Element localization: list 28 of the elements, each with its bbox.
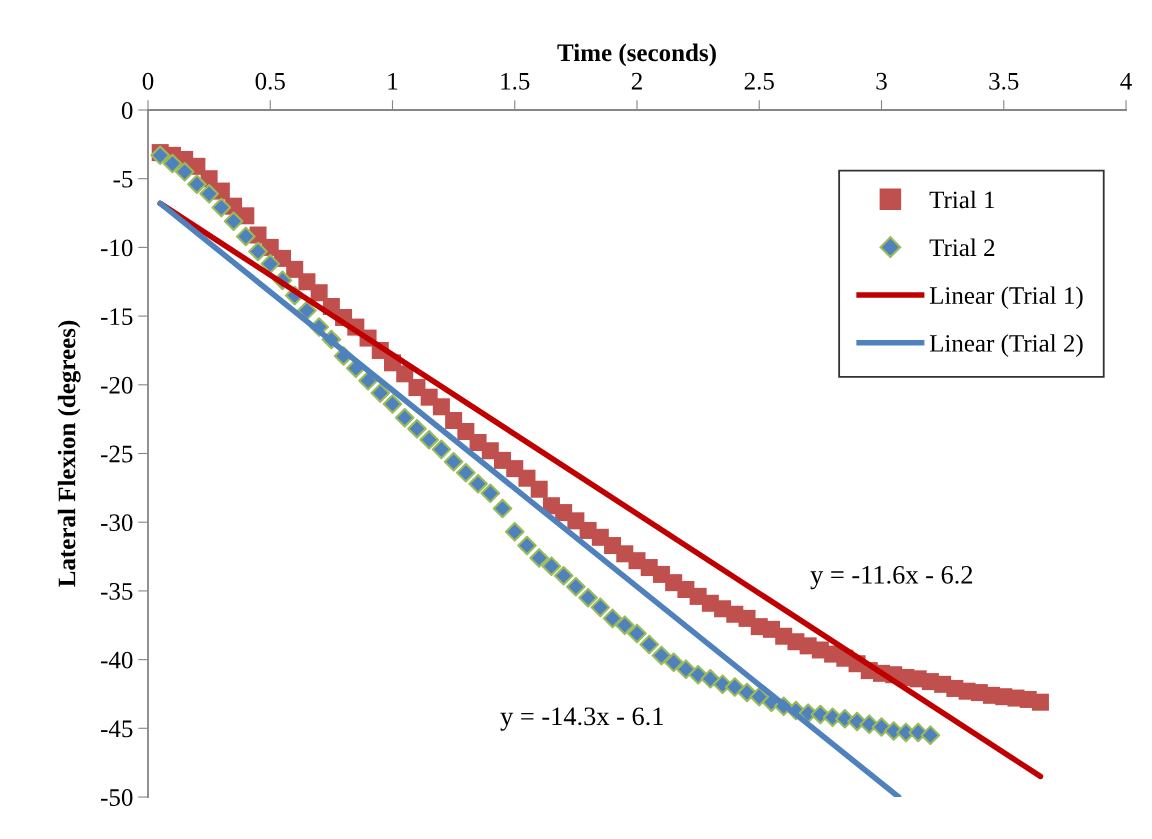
x-tick-label: 2.5 — [744, 72, 774, 90]
x-tick-label: 2 — [631, 72, 642, 90]
x-tick-label: 3.5 — [989, 72, 1019, 90]
annotation: y = -14.3x - 6.1 — [500, 707, 663, 731]
legend-label: Trial 1 — [929, 190, 995, 209]
legend-label: Linear (Trial 2) — [929, 334, 1083, 357]
x-tick-label: 1 — [388, 72, 398, 90]
y-tick-label: -40 — [101, 651, 133, 669]
x-tick-label: 4 — [1120, 72, 1132, 90]
y-tick-label: -25 — [101, 445, 133, 463]
y-tick-label: -10 — [101, 239, 133, 257]
annotation: y = -11.6x - 6.2 — [810, 565, 973, 590]
x-tick-label: 3 — [876, 72, 887, 90]
y-tick-label: -35 — [101, 583, 133, 600]
legend-label: Trial 2 — [929, 238, 995, 257]
y-tick-label: -15 — [101, 308, 133, 326]
y-axis-title: Lateral Flexion (degrees) — [57, 320, 81, 587]
y-tick-label: -20 — [101, 376, 133, 394]
y-tick-label: -45 — [101, 720, 133, 738]
legend-label: Linear (Trial 1) — [929, 286, 1083, 310]
y-tick-label: -30 — [101, 514, 133, 532]
y-tick-label: -50 — [101, 789, 133, 806]
x-tick-label: 1.5 — [501, 72, 530, 90]
x-tick-label: 0.5 — [255, 72, 285, 90]
y-tick-label: -5 — [113, 171, 133, 188]
y-tick-label: 0 — [121, 102, 133, 119]
x-axis-title: Time (seconds) — [557, 43, 716, 67]
x-tick-label: 0 — [142, 72, 154, 90]
